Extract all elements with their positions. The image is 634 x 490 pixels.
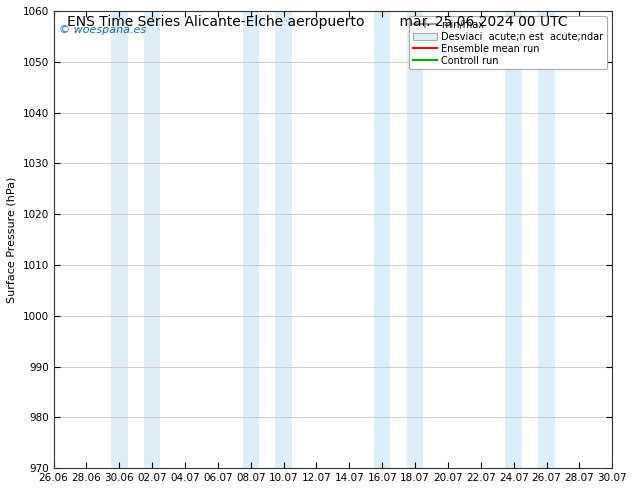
Bar: [407, 11, 424, 468]
Bar: [111, 11, 127, 468]
Bar: [505, 11, 522, 468]
Text: ENS Time Series Alicante-Elche aeropuerto        mar. 25.06.2024 00 UTC: ENS Time Series Alicante-Elche aeropuert…: [67, 15, 567, 29]
Bar: [144, 11, 160, 468]
Bar: [374, 11, 391, 468]
Y-axis label: Surface Pressure (hPa): Surface Pressure (hPa): [7, 176, 17, 303]
Text: © woespana.es: © woespana.es: [59, 24, 146, 35]
Bar: [243, 11, 259, 468]
Bar: [275, 11, 292, 468]
Bar: [538, 11, 555, 468]
Legend: min/max, Desviaci  acute;n est  acute;ndar, Ensemble mean run, Controll run: min/max, Desviaci acute;n est acute;ndar…: [410, 16, 607, 70]
